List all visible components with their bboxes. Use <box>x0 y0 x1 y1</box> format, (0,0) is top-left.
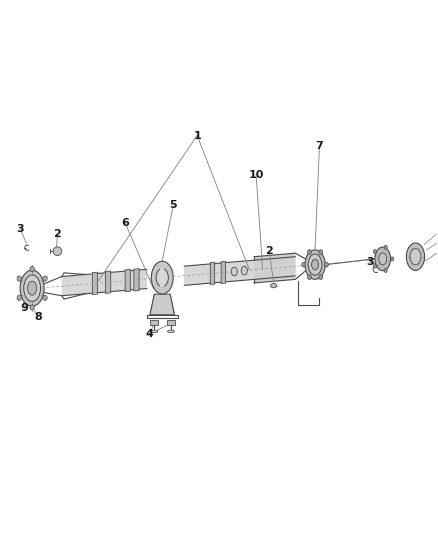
Ellipse shape <box>308 254 322 275</box>
Polygon shape <box>160 268 164 287</box>
Polygon shape <box>150 294 174 314</box>
Ellipse shape <box>271 284 277 288</box>
Polygon shape <box>92 272 98 294</box>
Text: 1: 1 <box>193 131 201 141</box>
FancyBboxPatch shape <box>167 319 175 325</box>
Text: 4: 4 <box>145 329 153 339</box>
Polygon shape <box>184 257 295 285</box>
Polygon shape <box>62 269 147 296</box>
Text: 3: 3 <box>366 257 374 267</box>
Ellipse shape <box>17 276 21 281</box>
Ellipse shape <box>43 295 47 301</box>
Ellipse shape <box>410 248 421 265</box>
Text: 2: 2 <box>265 246 273 256</box>
Ellipse shape <box>307 274 311 279</box>
Ellipse shape <box>375 247 391 271</box>
Ellipse shape <box>30 266 34 272</box>
Ellipse shape <box>156 269 168 287</box>
Ellipse shape <box>151 261 173 294</box>
Ellipse shape <box>241 266 247 275</box>
Ellipse shape <box>24 275 41 301</box>
FancyBboxPatch shape <box>150 319 158 325</box>
Ellipse shape <box>406 243 424 270</box>
Ellipse shape <box>151 330 158 333</box>
Ellipse shape <box>43 276 47 281</box>
Polygon shape <box>254 253 295 283</box>
Ellipse shape <box>325 262 328 267</box>
Text: 9: 9 <box>21 303 28 313</box>
Ellipse shape <box>167 330 174 333</box>
Ellipse shape <box>384 269 387 272</box>
Ellipse shape <box>379 253 387 265</box>
Text: 6: 6 <box>121 218 129 228</box>
Text: 8: 8 <box>34 312 42 322</box>
Polygon shape <box>210 262 215 285</box>
Polygon shape <box>106 271 111 293</box>
Ellipse shape <box>231 267 237 276</box>
Ellipse shape <box>319 250 323 255</box>
Ellipse shape <box>311 260 318 270</box>
Text: 7: 7 <box>315 141 323 151</box>
Ellipse shape <box>20 270 44 306</box>
Ellipse shape <box>17 295 21 301</box>
Text: 5: 5 <box>170 200 177 211</box>
Circle shape <box>53 247 62 256</box>
Text: 10: 10 <box>248 170 264 180</box>
Ellipse shape <box>374 250 377 254</box>
Ellipse shape <box>384 245 387 249</box>
Ellipse shape <box>28 281 37 295</box>
Ellipse shape <box>391 257 394 261</box>
Text: 2: 2 <box>53 229 61 239</box>
Polygon shape <box>125 269 131 292</box>
Ellipse shape <box>307 250 311 255</box>
Polygon shape <box>221 261 226 284</box>
Polygon shape <box>134 269 139 291</box>
Ellipse shape <box>30 305 34 310</box>
Ellipse shape <box>305 250 325 279</box>
Text: 3: 3 <box>17 224 24 235</box>
Ellipse shape <box>302 262 306 267</box>
Ellipse shape <box>374 264 377 268</box>
Ellipse shape <box>319 274 323 279</box>
